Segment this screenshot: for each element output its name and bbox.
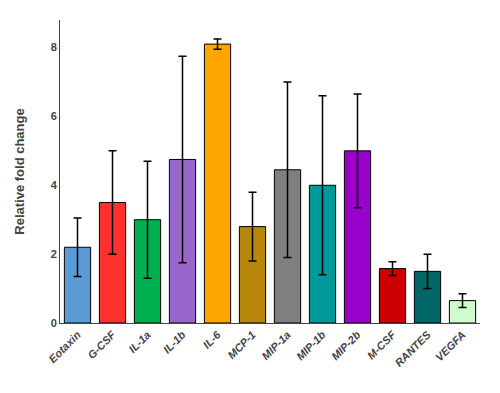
svg-text:IL-1b: IL-1b (161, 328, 188, 355)
svg-text:Relative fold change: Relative fold change (12, 108, 27, 234)
svg-text:MIP-1b: MIP-1b (294, 328, 328, 362)
svg-text:Eotaxin: Eotaxin (46, 328, 83, 365)
svg-text:G-CSF: G-CSF (85, 328, 118, 361)
svg-text:0: 0 (51, 317, 57, 329)
svg-text:M-CSF: M-CSF (365, 328, 398, 361)
svg-text:RANTES: RANTES (392, 328, 433, 369)
svg-text:IL-1a: IL-1a (126, 329, 153, 356)
svg-text:8: 8 (51, 41, 57, 53)
svg-text:IL-6: IL-6 (200, 328, 223, 351)
svg-text:6: 6 (51, 110, 57, 122)
svg-text:4: 4 (51, 179, 58, 191)
svg-text:MIP-2b: MIP-2b (329, 328, 363, 362)
svg-text:MCP-1: MCP-1 (225, 329, 258, 362)
svg-text:VEGFA: VEGFA (433, 328, 468, 363)
svg-text:MIP-1a: MIP-1a (259, 329, 293, 363)
svg-text:2: 2 (51, 248, 57, 260)
